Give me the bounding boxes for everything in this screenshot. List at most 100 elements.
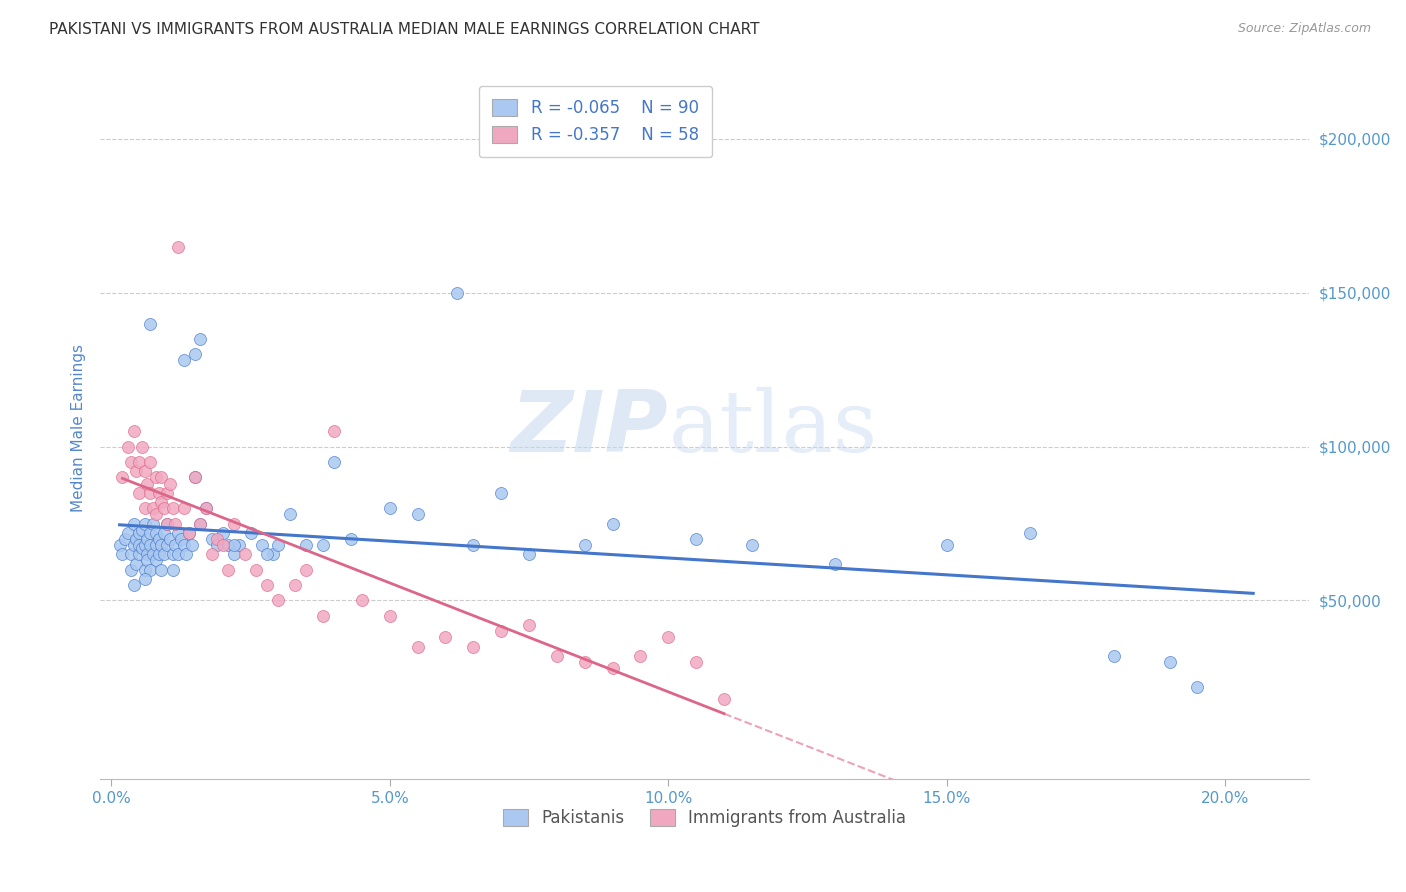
Point [148,485,170,500]
Point [205,538,228,552]
Point [142,547,165,561]
Point [685,532,707,546]
Point [295,563,318,577]
Point [312,608,335,623]
Point [228,538,250,552]
Point [142,501,165,516]
Point [378,501,401,516]
Point [162,547,184,561]
Point [339,532,361,546]
Point [139,485,162,500]
Point [145,470,167,484]
Point [145,525,167,540]
Point [111,470,134,484]
Point [156,538,179,552]
Point [145,508,167,522]
Point [824,557,846,571]
Point [295,538,318,552]
Point [378,608,401,623]
Point [122,424,145,438]
Point [200,532,222,546]
Point [489,485,512,500]
Point [222,538,245,552]
Point [128,525,150,540]
Point [256,547,278,561]
Point [194,501,217,516]
Point [267,593,290,607]
Point [602,661,624,675]
Point [150,495,173,509]
Point [165,516,187,531]
Point [131,541,153,556]
Point [145,553,167,567]
Point [131,523,153,537]
Point [1019,525,1042,540]
Point [517,618,540,632]
Point [517,547,540,561]
Point [406,508,429,522]
Point [139,563,162,577]
Text: ZIP: ZIP [510,386,668,470]
Point [267,538,290,552]
Point [165,538,187,552]
Point [546,648,568,663]
Point [134,464,156,478]
Point [145,538,167,552]
Point [128,485,150,500]
Point [176,547,198,561]
Point [239,525,262,540]
Point [434,631,457,645]
Text: Source: ZipAtlas.com: Source: ZipAtlas.com [1237,22,1371,36]
Point [1102,648,1125,663]
Point [323,455,346,469]
Point [148,547,170,561]
Point [1187,680,1209,694]
Point [148,532,170,546]
Legend: Pakistanis, Immigrants from Australia: Pakistanis, Immigrants from Australia [496,802,912,834]
Point [173,353,195,368]
Point [217,563,239,577]
Point [284,578,307,592]
Point [122,516,145,531]
Point [446,285,468,300]
Point [233,547,256,561]
Point [125,557,148,571]
Point [245,563,267,577]
Point [262,547,284,561]
Point [256,578,278,592]
Point [211,538,233,552]
Point [350,593,373,607]
Point [190,332,212,346]
Point [190,516,212,531]
Point [463,538,485,552]
Point [278,508,301,522]
Point [153,525,176,540]
Point [120,455,142,469]
Point [184,347,207,361]
Point [136,476,159,491]
Point [200,547,222,561]
Point [713,692,735,706]
Point [173,538,195,552]
Point [602,516,624,531]
Point [142,516,165,531]
Point [179,525,201,540]
Point [139,525,162,540]
Point [741,538,763,552]
Point [139,538,162,552]
Point [312,538,335,552]
Point [136,547,159,561]
Point [167,240,190,254]
Text: atlas: atlas [668,386,877,470]
Point [153,547,176,561]
Point [173,501,195,516]
Point [323,424,346,438]
Point [117,525,139,540]
Point [128,455,150,469]
Point [194,501,217,516]
Point [114,532,136,546]
Point [122,578,145,592]
Point [156,485,179,500]
Point [139,455,162,469]
Point [222,547,245,561]
